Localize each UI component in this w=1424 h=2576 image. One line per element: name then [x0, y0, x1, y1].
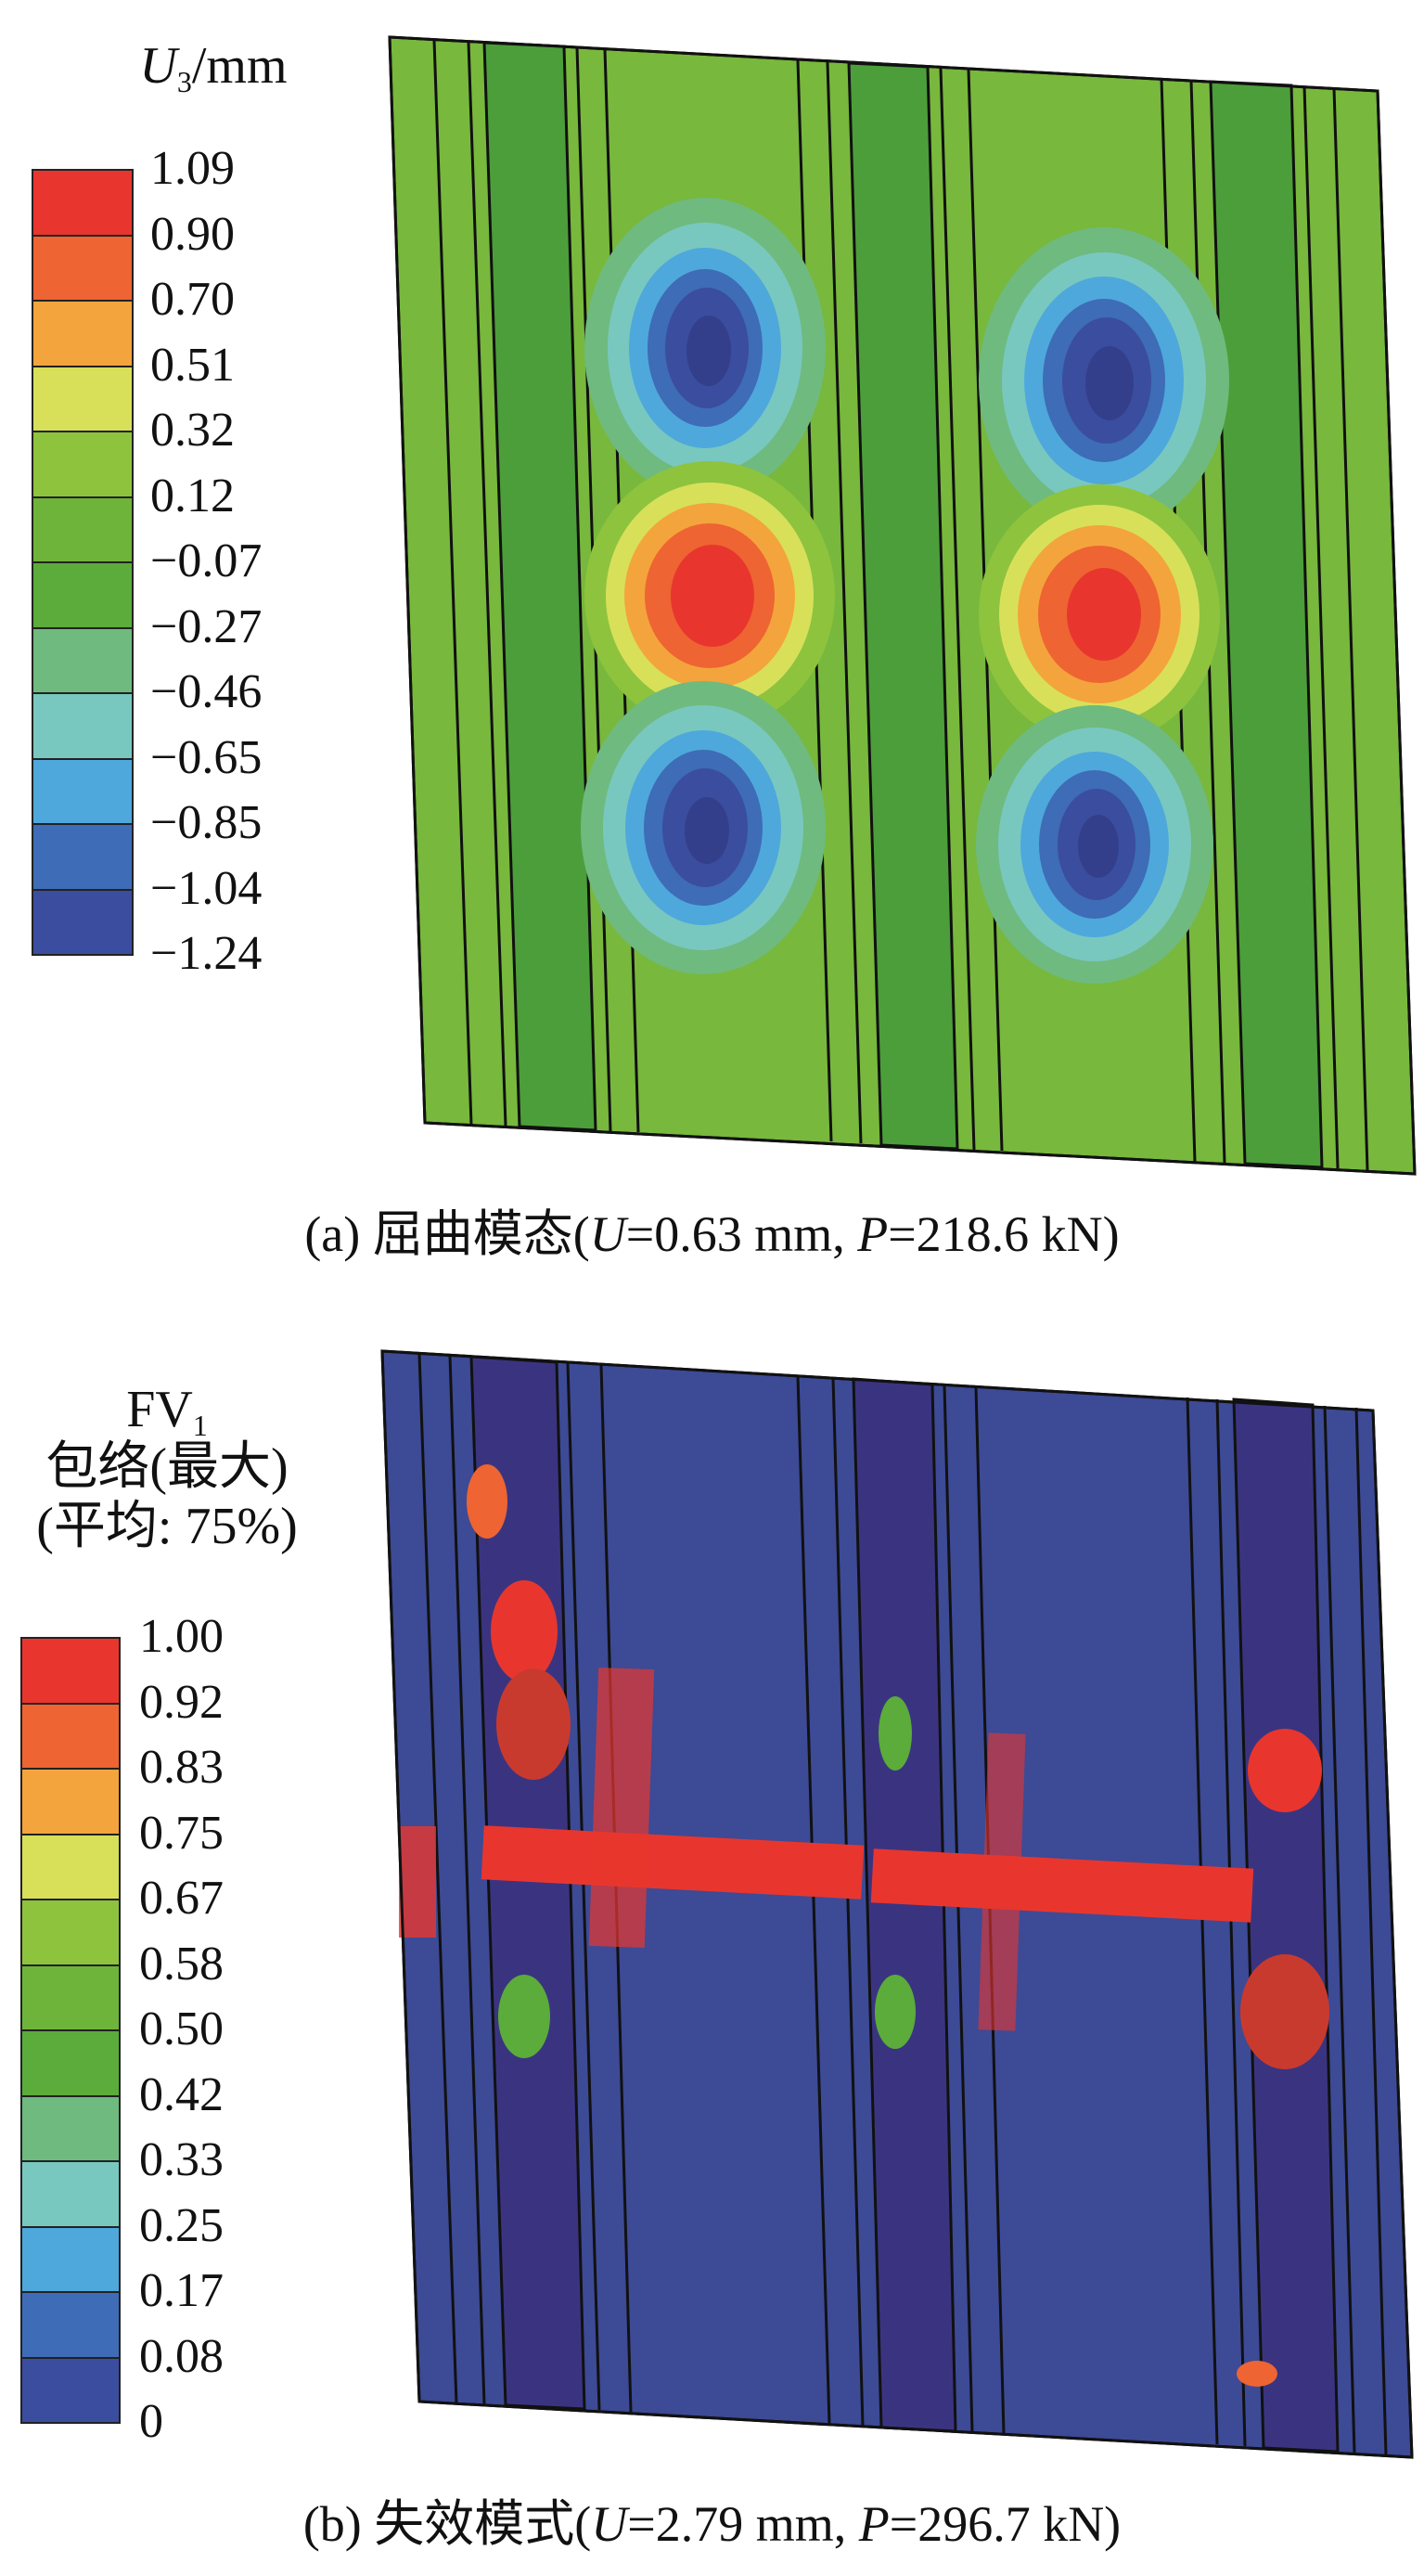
scale-tick-label: 0.58 [139, 1937, 224, 1990]
scale-tick-label: 0.70 [150, 273, 235, 326]
scale-tick-label: −0.27 [150, 599, 263, 653]
legend-b-title-line3: (平均: 75%) [36, 1498, 298, 1555]
scale-tick-label: 0.32 [150, 404, 235, 457]
scale-swatch [32, 169, 134, 237]
contour-region-a1 [584, 198, 826, 498]
legend-a-title-sub: 3 [176, 65, 192, 98]
scale-tick-label: 0.12 [150, 469, 235, 522]
scale-tick-label: 0.33 [139, 2133, 224, 2186]
legend-b-title-line1: FV1 [19, 1381, 315, 1454]
scale-swatch [32, 431, 134, 498]
caption-b: (b) 失效模式(U=2.79 mm, P=296.7 kN) [0, 2494, 1424, 2554]
color-scale-b [20, 1637, 121, 2424]
panel-b-failure-mode: FV1 包络(最大) (平均: 75%) 1.00 0.92 0.83 0.75 0.6… [0, 1288, 1424, 2576]
scale-swatch [20, 1899, 121, 1966]
scale-tick-label: 0.67 [139, 1872, 224, 1925]
failure-index-plot [380, 1349, 1414, 2459]
damage-band [399, 1464, 1329, 2387]
scale-tick-label: −0.65 [150, 730, 263, 784]
legend-a-title-var: U [139, 37, 177, 95]
scale-tick-label: 0.25 [139, 2198, 224, 2252]
scale-swatch [20, 1637, 121, 1705]
scale-tick-label: −1.04 [150, 861, 263, 915]
caption-b-p-val: =296.7 kN) [889, 2496, 1122, 2552]
scale-swatch [20, 1702, 121, 1770]
scale-tick-label: 0.90 [150, 207, 235, 261]
scale-swatch [20, 2225, 121, 2293]
scale-tick-label: 0.75 [139, 1806, 224, 1860]
legend-b-title-var: FV [126, 1381, 193, 1438]
caption-b-u-val: =2.79 mm, [627, 2496, 859, 2552]
scale-swatch [32, 888, 134, 956]
scale-swatch [32, 234, 134, 302]
scale-swatch [32, 496, 134, 563]
scale-tick-label: 0.50 [139, 2003, 224, 2055]
scale-swatch [20, 1833, 121, 1900]
caption-b-u-var: U [591, 2496, 628, 2552]
scale-swatch [20, 2029, 121, 2097]
scale-tick-label: 0.51 [150, 338, 235, 392]
scale-swatch [20, 2291, 121, 2359]
scale-tick-label: 0 [139, 2395, 163, 2448]
caption-a-p-var: P [857, 1206, 889, 1262]
scale-swatch [32, 626, 134, 694]
scale-swatch [32, 365, 134, 432]
scale-tick-label: 0.92 [139, 1675, 224, 1729]
caption-a-prefix: (a) 屈曲模态( [304, 1206, 590, 1262]
scale-swatch [20, 1768, 121, 1835]
color-scale-a [32, 169, 134, 956]
scale-swatch [20, 2356, 121, 2424]
caption-b-p-var: P [858, 2496, 890, 2552]
scale-swatch [32, 757, 134, 825]
scale-swatch [20, 2160, 121, 2228]
caption-a-u-val: =0.63 mm, [625, 1206, 858, 1262]
legend-b-title-line2: 包络(最大) [45, 1438, 289, 1496]
scale-tick-label: −1.24 [150, 927, 263, 980]
legend-a-title: U3/mm [111, 37, 315, 110]
scale-swatch [32, 823, 134, 891]
panel-a-buckling-mode: U3/mm 1.09 0.90 0.70 0.51 0.32 0.12 −0.07 −0.27… [0, 35, 1424, 1264]
scale-swatch [20, 1964, 121, 2031]
scale-tick-label: 0.08 [139, 2329, 224, 2383]
buckling-contour-plot [388, 35, 1417, 1176]
scale-tick-label: −0.07 [150, 535, 263, 587]
scale-tick-label: 0.42 [139, 2067, 224, 2121]
scale-swatch [32, 692, 134, 760]
legend-b-title-sub: 1 [192, 1409, 208, 1442]
scale-swatch [32, 300, 134, 367]
scale-tick-label: 0.17 [139, 2264, 224, 2317]
legend-a-title-unit: /mm [191, 37, 288, 95]
scale-swatch [20, 2094, 121, 2162]
caption-b-prefix: (b) 失效模式( [302, 2496, 592, 2552]
caption-a: (a) 屈曲模态(U=0.63 mm, P=218.6 kN) [0, 1204, 1424, 1264]
caption-a-u-var: U [589, 1206, 626, 1262]
caption-a-p-val: =218.6 kN) [888, 1206, 1120, 1262]
scale-tick-label: 1.00 [139, 1610, 224, 1663]
scale-tick-label: −0.46 [150, 665, 263, 718]
scale-swatch [32, 561, 134, 629]
scale-tick-label: 1.09 [150, 142, 235, 195]
scale-tick-label: 0.83 [139, 1741, 224, 1794]
scale-tick-label: −0.85 [150, 796, 263, 849]
